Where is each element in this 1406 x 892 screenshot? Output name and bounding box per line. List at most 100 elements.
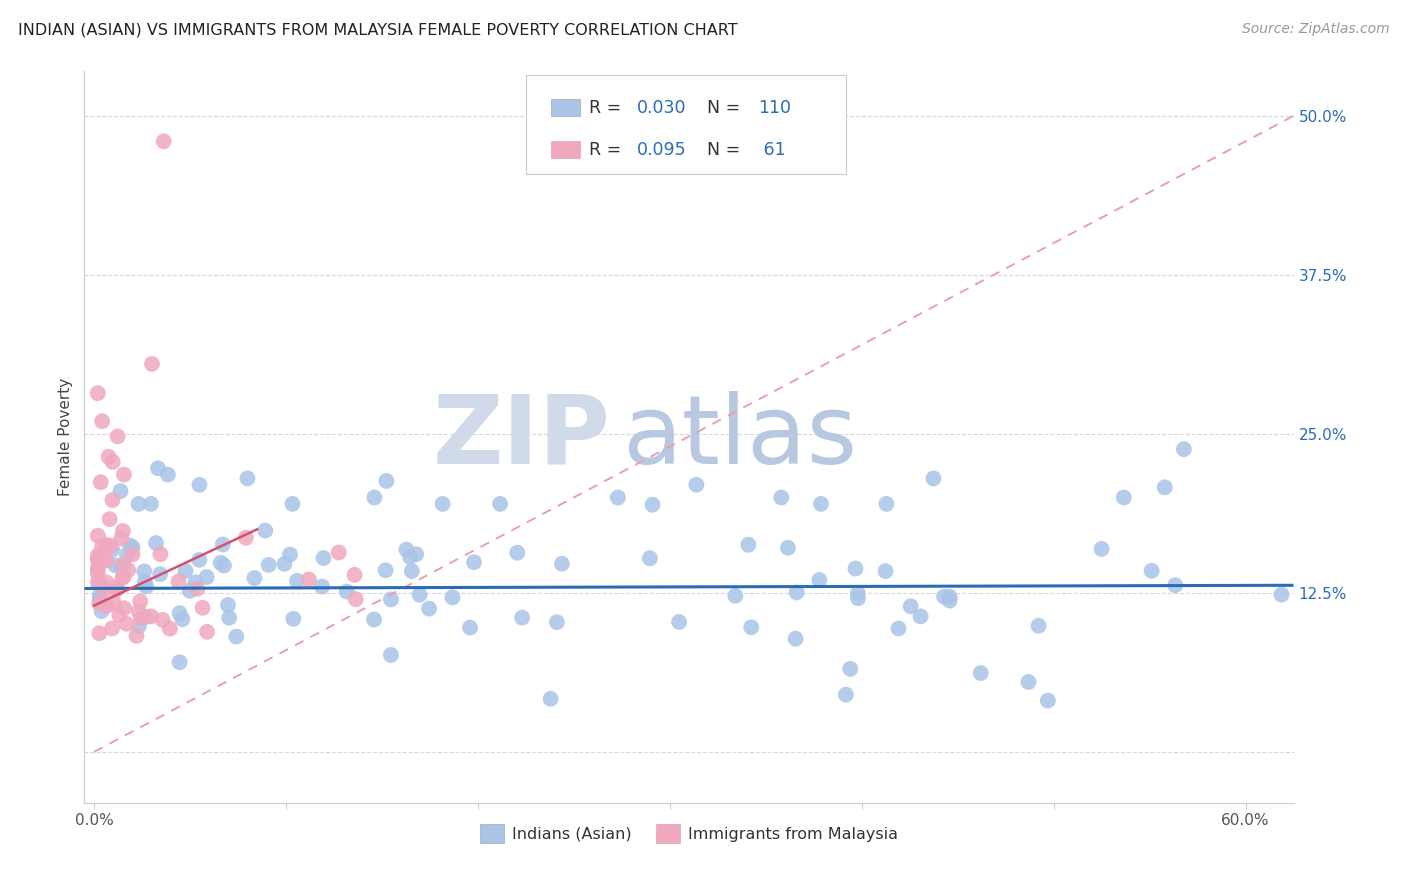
Point [1173, 442, 1195, 457]
Point [105, 582, 128, 597]
Text: R =: R = [589, 99, 626, 117]
Point [212, 558, 235, 573]
Point [139, 497, 162, 511]
Point [243, 571, 266, 585]
Point [408, 588, 430, 602]
Point [169, 655, 191, 669]
Point [343, 567, 366, 582]
Point [1036, 693, 1059, 707]
Point [211, 537, 233, 551]
Point [121, 548, 143, 562]
Point [87, 548, 110, 562]
Point [96, 575, 118, 590]
Point [87, 386, 110, 401]
Point [87, 562, 110, 576]
Point [141, 357, 163, 371]
Text: N =: N = [707, 99, 745, 117]
Point [89, 626, 111, 640]
Point [546, 615, 568, 630]
Point [770, 491, 793, 505]
Point [458, 621, 481, 635]
Point [117, 563, 139, 577]
Text: INDIAN (ASIAN) VS IMMIGRANTS FROM MALAYSIA FEMALE POVERTY CORRELATION CHART: INDIAN (ASIAN) VS IMMIGRANTS FROM MALAYS… [18, 22, 738, 37]
Point [112, 558, 135, 572]
Point [1140, 564, 1163, 578]
Point [839, 662, 862, 676]
Point [87, 560, 110, 574]
Point [273, 557, 295, 571]
Point [156, 467, 179, 482]
Point [776, 541, 799, 555]
Point [167, 574, 190, 589]
Point [551, 557, 574, 571]
Point [344, 592, 367, 607]
Point [121, 541, 143, 555]
Point [374, 563, 396, 577]
Text: atlas: atlas [623, 391, 858, 483]
Point [405, 547, 427, 561]
Point [115, 548, 138, 562]
Point [910, 609, 932, 624]
Point [1153, 480, 1175, 494]
FancyBboxPatch shape [551, 99, 581, 116]
Point [844, 561, 866, 575]
Text: 0.095: 0.095 [637, 141, 686, 159]
Point [846, 586, 869, 600]
Point [145, 536, 167, 550]
Point [399, 549, 422, 564]
Point [375, 474, 398, 488]
Point [363, 491, 385, 505]
Point [149, 547, 172, 561]
Point [887, 622, 910, 636]
Point [218, 611, 240, 625]
Point [298, 573, 321, 587]
Point [111, 571, 134, 585]
Point [225, 630, 247, 644]
Point [94, 538, 117, 552]
Point [1164, 578, 1187, 592]
Point [875, 564, 897, 578]
Point [89, 575, 111, 590]
Point [328, 545, 350, 559]
Text: ZIP: ZIP [433, 391, 610, 483]
Point [740, 620, 762, 634]
Point [441, 591, 464, 605]
Point [401, 564, 423, 578]
Point [922, 471, 945, 485]
Point [638, 551, 661, 566]
Point [112, 569, 135, 583]
Point [970, 666, 993, 681]
Point [186, 582, 208, 596]
Point [312, 551, 335, 566]
Point [786, 585, 808, 599]
FancyBboxPatch shape [526, 75, 846, 174]
Point [101, 455, 124, 469]
Point [463, 555, 485, 569]
Text: 0.030: 0.030 [637, 99, 686, 117]
Point [235, 531, 257, 545]
Point [87, 551, 110, 566]
Point [395, 542, 418, 557]
Point [846, 591, 869, 606]
Point [120, 539, 142, 553]
Point [174, 564, 197, 578]
Point [159, 622, 181, 636]
Point [134, 574, 156, 589]
Point [932, 590, 955, 604]
Legend: Indians (Asian), Immigrants from Malaysia: Indians (Asian), Immigrants from Malaysi… [474, 817, 904, 850]
Point [900, 599, 922, 614]
Point [94, 553, 117, 567]
Point [112, 467, 135, 482]
Point [1028, 618, 1050, 632]
Point [737, 538, 759, 552]
Point [188, 553, 211, 567]
Point [87, 566, 110, 581]
Point [506, 546, 529, 560]
Point [87, 552, 110, 566]
Point [685, 477, 707, 491]
Point [87, 529, 110, 543]
Point [146, 461, 169, 475]
Point [100, 539, 122, 553]
Point [489, 497, 512, 511]
Point [311, 580, 333, 594]
